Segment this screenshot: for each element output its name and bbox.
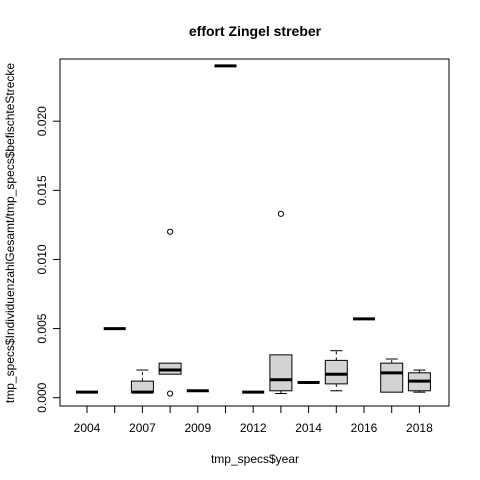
- x-tick-label: 2004: [74, 421, 101, 435]
- x-tick-label: 2014: [295, 421, 322, 435]
- x-axis-label: tmp_specs$year: [211, 452, 299, 466]
- box-2018: [407, 369, 431, 393]
- plot-frame: [59, 58, 450, 407]
- box-body: [324, 359, 348, 385]
- x-axis: 2004 2007 2009 2012 2014 2016 2018: [74, 405, 433, 435]
- boxes-group: [76, 64, 431, 397]
- outlier-point: [277, 210, 284, 217]
- x-tick-label: 2007: [129, 421, 156, 435]
- box-2013: [269, 210, 293, 395]
- outlier-point: [167, 390, 174, 397]
- box-2017: [380, 358, 404, 393]
- box-body: [130, 380, 154, 393]
- y-axis-label: tmp_specs$IndividuenzahlGesamt/tmp_specs…: [3, 63, 17, 404]
- y-tick-label: 0.005: [35, 313, 49, 343]
- y-tick-label: 0.000: [35, 382, 49, 412]
- x-tick-label: 2018: [406, 421, 433, 435]
- box-body: [269, 354, 293, 392]
- x-tick-label: 2009: [184, 421, 211, 435]
- box-2008: [158, 228, 182, 397]
- y-tick-label: 0.010: [35, 244, 49, 274]
- y-tick-label: 0.020: [35, 106, 49, 136]
- y-axis: 0.000 0.005 0.010 0.015 0.020: [35, 106, 61, 413]
- x-tick-label: 2012: [240, 421, 267, 435]
- box-2015: [324, 350, 348, 392]
- outlier-point: [167, 228, 174, 235]
- box-2007: [130, 369, 154, 394]
- chart-title: effort Zingel streber: [189, 23, 322, 39]
- x-tick-label: 2016: [351, 421, 378, 435]
- box-body: [380, 362, 404, 393]
- y-tick-label: 0.015: [35, 175, 49, 205]
